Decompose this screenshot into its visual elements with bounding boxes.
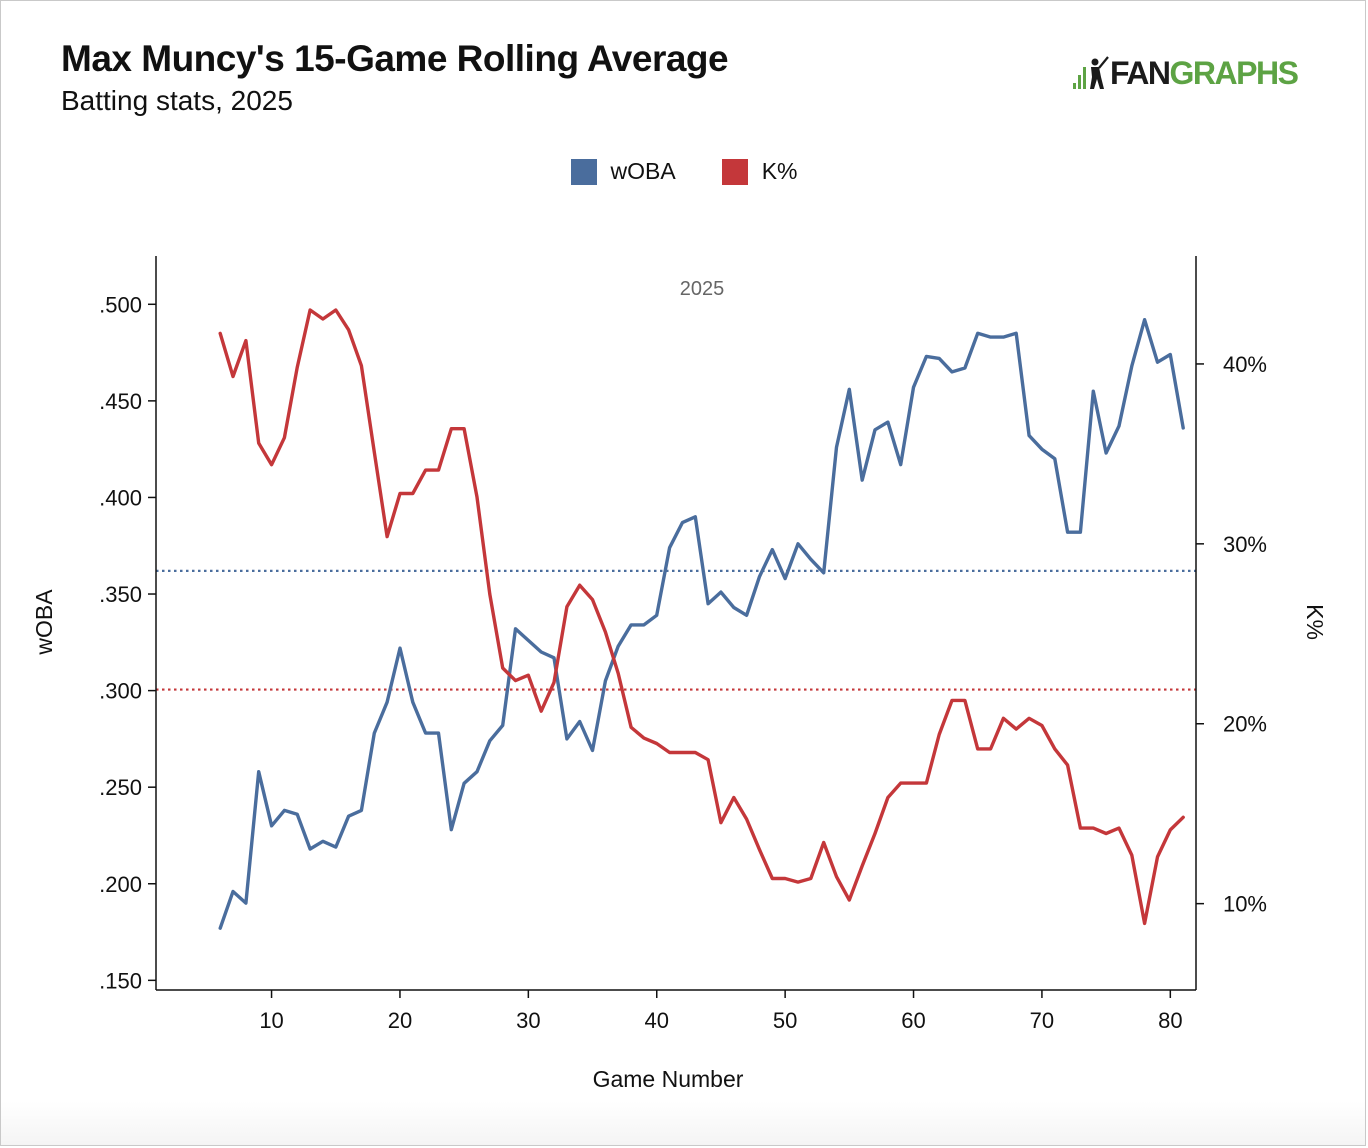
- legend-swatch-k-pct: [721, 158, 748, 185]
- x-tick-label: 60: [901, 1008, 925, 1033]
- x-tick-label: 80: [1158, 1008, 1182, 1033]
- x-axis-title: Game Number: [593, 1066, 744, 1092]
- x-tick-label: 20: [388, 1008, 412, 1033]
- x-tick-label: 70: [1030, 1008, 1054, 1033]
- legend-item-woba[interactable]: wOBA: [570, 158, 676, 185]
- chart-legend: wOBA K%: [0, 158, 1368, 185]
- x-tick-label: 50: [773, 1008, 797, 1033]
- y-left-tick-label: .300: [99, 679, 142, 704]
- y-left-tick-label: .250: [99, 775, 142, 800]
- y-right-tick-label: 40%: [1223, 352, 1267, 377]
- fangraphs-logo[interactable]: FAN GRAPHS: [1070, 52, 1320, 94]
- chart-title: Max Muncy's 15-Game Rolling Average: [61, 38, 729, 79]
- x-tick-label: 10: [259, 1008, 283, 1033]
- y-left-tick-label: .200: [99, 872, 142, 897]
- legend-label-woba: wOBA: [610, 158, 676, 184]
- reference-lines: [156, 569, 1196, 691]
- fangraphs-logo-icon: [1073, 56, 1109, 89]
- legend-swatch-woba: [570, 158, 597, 185]
- y-right-tick-label: 20%: [1223, 712, 1267, 737]
- y-axis-title-left: wOBA: [31, 589, 57, 656]
- series-line-woba[interactable]: [218, 318, 1185, 930]
- series-lines: [218, 308, 1185, 930]
- y-right-tick-label: 10%: [1223, 892, 1267, 917]
- y-right-tick-label: 30%: [1223, 532, 1267, 557]
- series-line-k-pct[interactable]: [218, 308, 1185, 926]
- x-tick-label: 40: [644, 1008, 668, 1033]
- y-left-tick-label: .450: [99, 389, 142, 414]
- y-axis-title-right: K%: [1302, 604, 1328, 640]
- logo-text-fan: FAN: [1110, 54, 1171, 91]
- legend-item-k-pct[interactable]: K%: [721, 158, 798, 185]
- panel-label: 2025: [680, 278, 725, 300]
- axes: 10 20 30 40 50 60 70 80 .150 .200 .250 .300 .350 .400…: [99, 256, 1267, 1033]
- legend-label-k-pct: K%: [761, 158, 798, 184]
- y-left-tick-label: .400: [99, 485, 142, 510]
- logo-text-graphs: GRAPHS: [1169, 54, 1299, 91]
- x-tick-label: 30: [516, 1008, 540, 1033]
- y-left-tick-label: .350: [99, 582, 142, 607]
- y-left-tick-label: .500: [99, 292, 142, 317]
- chart-subtitle: Batting stats, 2025: [61, 85, 293, 116]
- y-left-tick-label: .150: [99, 968, 142, 993]
